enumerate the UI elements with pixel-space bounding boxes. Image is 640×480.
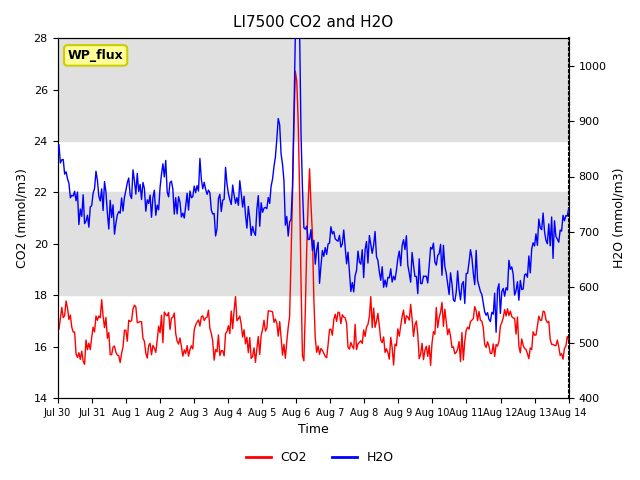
Y-axis label: CO2 (mmol/m3): CO2 (mmol/m3) [15,168,28,268]
Bar [58,38,569,141]
Bar [58,192,569,295]
Title: LI7500 CO2 and H2O: LI7500 CO2 and H2O [233,15,393,30]
Text: WP_flux: WP_flux [68,49,124,62]
Legend: CO2, H2O: CO2, H2O [241,446,399,469]
Y-axis label: H2O (mmol/m3): H2O (mmol/m3) [612,168,625,268]
X-axis label: Time: Time [298,423,328,436]
